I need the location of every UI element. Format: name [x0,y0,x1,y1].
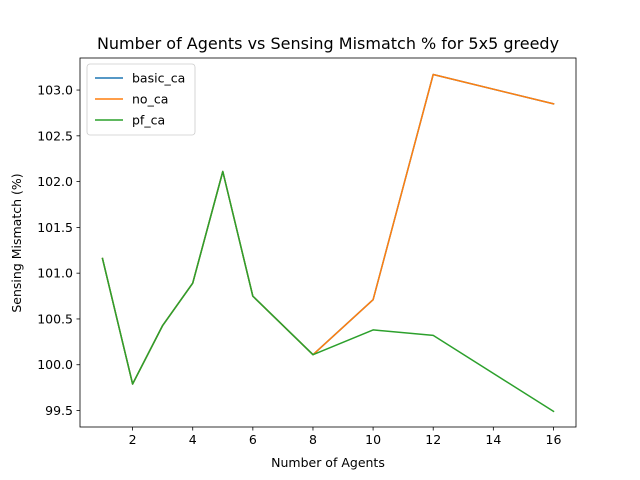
x-tick-label: 12 [425,432,441,447]
x-tick-label: 10 [365,432,381,447]
legend-box [86,63,196,136]
legend-label-pf_ca: pf_ca [132,113,165,128]
axes-frame [79,57,577,428]
x-tick-label: 16 [546,432,562,447]
x-tick-label: 2 [129,432,137,447]
series-line-pf_ca [101,170,555,413]
legend-label-basic_ca: basic_ca [132,71,185,86]
y-axis-label: Sensing Mismatch (%) [9,173,24,312]
y-tick-label: 101.0 [37,266,73,281]
legend-label-no_ca: no_ca [132,92,168,107]
chart-title: Number of Agents vs Sensing Mismatch % f… [97,34,559,53]
x-tick-label: 14 [485,432,501,447]
y-tick-label: 100.0 [37,357,73,372]
x-axis-label: Number of Agents [271,455,385,470]
y-tick-label: 102.0 [37,174,73,189]
y-tick-label: 100.5 [37,311,73,326]
y-tick-label: 102.5 [37,128,73,143]
y-tick-label: 99.5 [45,403,73,418]
axes: 2 4 6 8 10 12 14 16 99.5 100.0 100.5 101.0 101.5 102.… [37,57,577,447]
x-tick-label: 8 [309,432,317,447]
legend: basic_ca no_ca pf_ca [86,63,196,136]
plot-area [101,73,555,413]
y-tick-label: 101.5 [37,220,73,235]
y-tick-label: 103.0 [37,83,73,98]
x-tick-label: 4 [189,432,197,447]
x-tick-label: 6 [249,432,257,447]
